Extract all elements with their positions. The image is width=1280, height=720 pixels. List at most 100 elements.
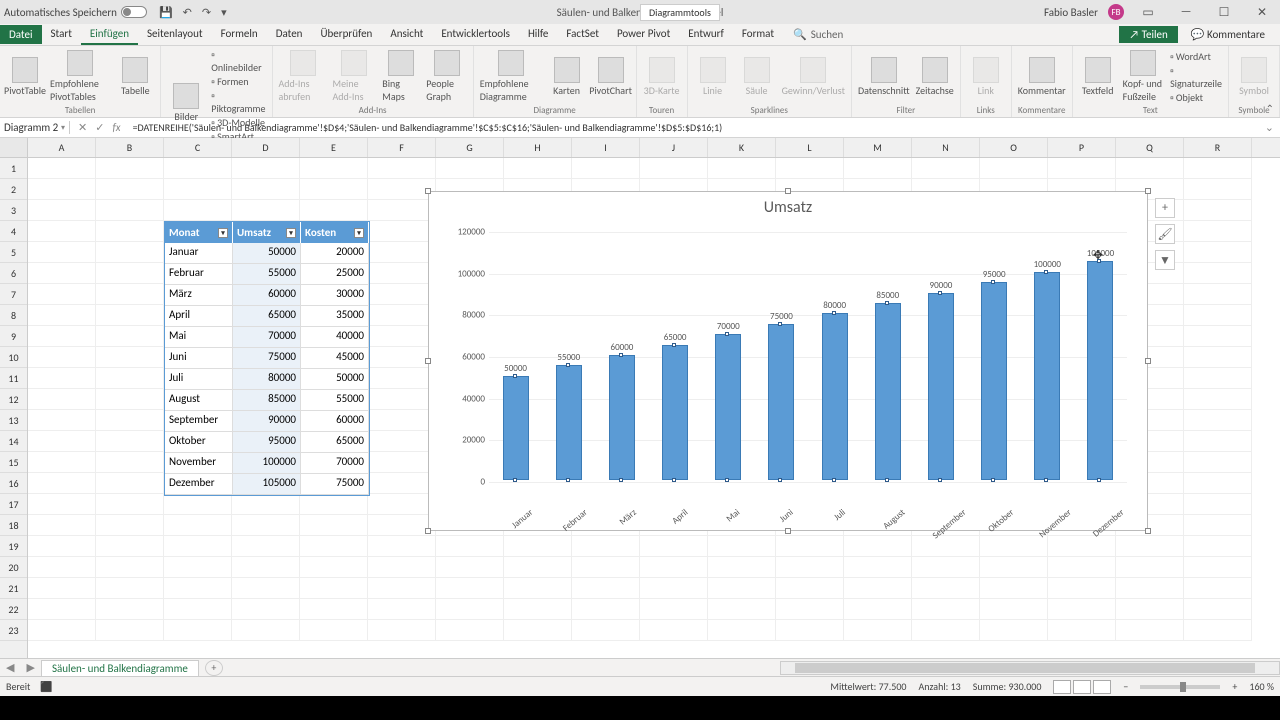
autosave-toggle[interactable] xyxy=(121,6,147,18)
zoom-in-button[interactable]: + xyxy=(1232,680,1237,693)
row-header-23[interactable]: 23 xyxy=(0,620,27,641)
chart-bar[interactable] xyxy=(768,324,794,480)
sheet-tab[interactable]: Säulen- und Balkendiagramme xyxy=(41,660,199,676)
row-header-6[interactable]: 6 xyxy=(0,263,27,284)
ribbon-textfeld[interactable]: Textfeld xyxy=(1079,57,1117,97)
resize-handle[interactable] xyxy=(785,528,791,534)
chart-bar[interactable] xyxy=(981,282,1007,480)
table-row[interactable]: März6000030000 xyxy=(165,285,369,306)
ribbon-zeitachse[interactable]: Zeitachse xyxy=(916,57,954,97)
expand-formula-icon[interactable]: ⌄ xyxy=(1259,121,1280,134)
row-header-15[interactable]: 15 xyxy=(0,452,27,473)
ribbon-meine-add-ins[interactable]: Meine Add-Ins xyxy=(333,50,377,103)
resize-handle[interactable] xyxy=(1145,188,1151,194)
row-header-5[interactable]: 5 xyxy=(0,242,27,263)
ribbon-kommentar[interactable]: Kommentar xyxy=(1018,57,1066,97)
ribbon-formen[interactable]: ▫ Formen xyxy=(211,75,265,88)
ribbon-gewinn-verlust[interactable]: Gewinn/Verlust xyxy=(782,57,845,97)
col-header-B[interactable]: B xyxy=(96,138,164,157)
minimize-icon[interactable]: — xyxy=(1172,5,1200,19)
col-header-I[interactable]: I xyxy=(572,138,640,157)
table-row[interactable]: Oktober9500065000 xyxy=(165,432,369,453)
ribbon-pivottable[interactable]: PivotTable xyxy=(6,57,44,97)
col-header-K[interactable]: K xyxy=(708,138,776,157)
tab-format[interactable]: Format xyxy=(733,24,783,45)
ribbon-people-graph[interactable]: People Graph xyxy=(426,50,466,103)
chart-bar[interactable] xyxy=(556,365,582,480)
ribbon-signaturzeile[interactable]: ▫ Signaturzeile xyxy=(1170,64,1222,90)
row-header-7[interactable]: 7 xyxy=(0,284,27,305)
tab-formeln[interactable]: Formeln xyxy=(212,24,267,45)
row-header-4[interactable]: 4 xyxy=(0,221,27,242)
table-row[interactable]: August8500055000 xyxy=(165,390,369,411)
ribbon-pivotchart[interactable]: PivotChart xyxy=(592,57,630,97)
table-row[interactable]: September9000060000 xyxy=(165,411,369,432)
table-row[interactable]: Februar5500025000 xyxy=(165,264,369,285)
tab-hilfe[interactable]: Hilfe xyxy=(519,24,557,45)
table-row[interactable]: November10000070000 xyxy=(165,453,369,474)
zoom-level[interactable]: 160 % xyxy=(1249,680,1274,693)
row-header-19[interactable]: 19 xyxy=(0,536,27,557)
redo-icon[interactable]: ↷ xyxy=(202,6,211,19)
ribbon-onlinebilder[interactable]: ▫ Onlinebilder xyxy=(211,48,265,74)
row-header-9[interactable]: 9 xyxy=(0,326,27,347)
name-box[interactable]: Diagramm 2▾ xyxy=(0,121,70,134)
tab-einfügen[interactable]: Einfügen xyxy=(81,24,138,45)
ribbon-bing-maps[interactable]: Bing Maps xyxy=(382,50,420,103)
table-row[interactable]: April6500035000 xyxy=(165,306,369,327)
col-header-E[interactable]: E xyxy=(300,138,368,157)
tab-factset[interactable]: FactSet xyxy=(557,24,608,45)
table-row[interactable]: Mai7000040000 xyxy=(165,327,369,348)
select-all-corner[interactable] xyxy=(0,138,27,158)
ribbon-karten[interactable]: Karten xyxy=(548,57,586,97)
ribbon-kopf--und-fu-zeile[interactable]: Kopf- und Fußzeile xyxy=(1123,50,1164,103)
formula-input[interactable]: =DATENREIHE('Säulen- und Balkendiagramme… xyxy=(129,121,1259,134)
col-header-L[interactable]: L xyxy=(776,138,844,157)
sheet-nav-prev-icon[interactable]: ◀ xyxy=(0,661,20,674)
ribbon-objekt[interactable]: ▫ Objekt xyxy=(1170,91,1222,104)
resize-handle[interactable] xyxy=(785,188,791,194)
maximize-icon[interactable]: ☐ xyxy=(1210,5,1238,20)
row-header-13[interactable]: 13 xyxy=(0,410,27,431)
qat-more-icon[interactable]: ▾ xyxy=(221,6,227,19)
sheet-nav-next-icon[interactable]: ▶ xyxy=(20,661,40,674)
ribbon-linie[interactable]: Linie xyxy=(694,57,732,97)
row-header-18[interactable]: 18 xyxy=(0,515,27,536)
ribbon--d-karte[interactable]: 3D-Karte xyxy=(643,57,681,97)
table-header-umsatz[interactable]: Umsatz▾ xyxy=(233,222,301,243)
chart-bar[interactable] xyxy=(503,376,529,480)
chart-title[interactable]: Umsatz xyxy=(429,192,1147,217)
chart-bar[interactable] xyxy=(1034,272,1060,480)
chart-bar[interactable] xyxy=(822,313,848,480)
ribbon-s-ule[interactable]: Säule xyxy=(738,57,776,97)
resize-handle[interactable] xyxy=(1145,528,1151,534)
ribbon--d-modelle[interactable]: ▫ 3D-Modelle xyxy=(211,116,265,129)
table-header-kosten[interactable]: Kosten▾ xyxy=(301,222,369,243)
view-pagebreak-button[interactable] xyxy=(1093,680,1111,694)
filter-dropdown-icon[interactable]: ▾ xyxy=(354,228,364,238)
ribbon-empfohlene-pivottables[interactable]: Empfohlene PivotTables xyxy=(50,50,110,103)
table-row[interactable]: Dezember10500075000 xyxy=(165,474,369,495)
resize-handle[interactable] xyxy=(425,358,431,364)
collapse-ribbon-icon[interactable]: ⌃ xyxy=(1266,102,1274,115)
chart-bar[interactable] xyxy=(1087,261,1113,480)
filter-dropdown-icon[interactable]: ▾ xyxy=(286,228,296,238)
row-header-10[interactable]: 10 xyxy=(0,347,27,368)
chart-bar[interactable] xyxy=(875,303,901,480)
horizontal-scrollbar[interactable] xyxy=(780,661,1280,675)
table-row[interactable]: Januar5000020000 xyxy=(165,243,369,264)
cancel-formula-icon[interactable]: ✕ xyxy=(78,121,87,134)
ribbon-tabelle[interactable]: Tabelle xyxy=(116,57,154,97)
accept-formula-icon[interactable]: ✓ xyxy=(95,121,104,134)
col-header-F[interactable]: F xyxy=(368,138,436,157)
tab-ansicht[interactable]: Ansicht xyxy=(381,24,432,45)
row-header-20[interactable]: 20 xyxy=(0,557,27,578)
column-headers[interactable]: ABCDEFGHIJKLMNOPQR xyxy=(28,138,1280,158)
col-header-G[interactable]: G xyxy=(436,138,504,157)
chart-bar[interactable] xyxy=(715,334,741,480)
chart-elements-button[interactable]: + xyxy=(1155,198,1175,218)
col-header-Q[interactable]: Q xyxy=(1116,138,1184,157)
ribbon-piktogramme[interactable]: ▫ Piktogramme xyxy=(211,89,265,115)
filter-dropdown-icon[interactable]: ▾ xyxy=(218,228,228,238)
col-header-M[interactable]: M xyxy=(844,138,912,157)
